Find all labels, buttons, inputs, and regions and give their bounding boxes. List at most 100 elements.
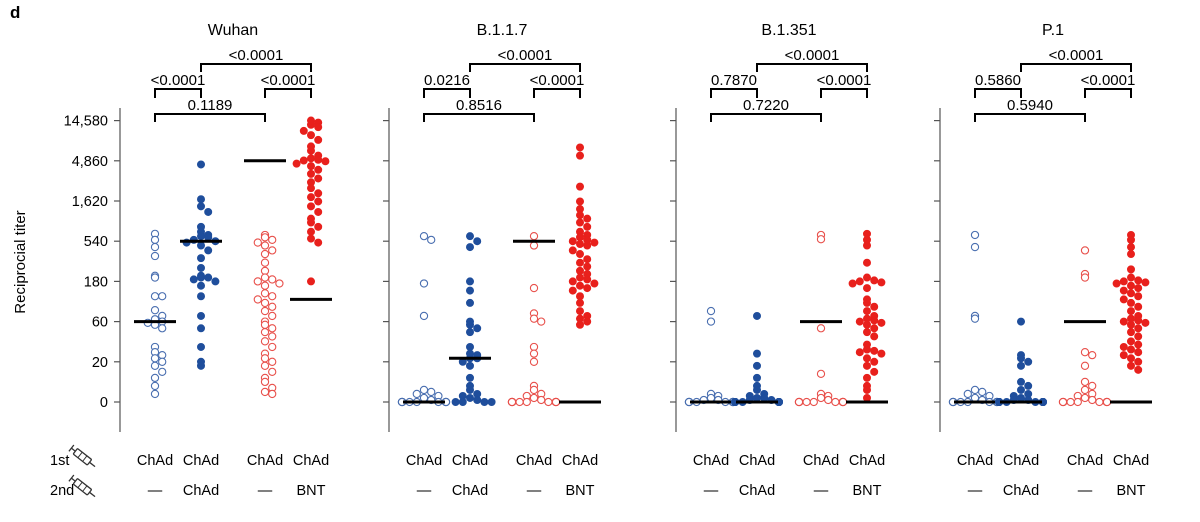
significance-bracket — [264, 88, 312, 98]
data-point — [877, 349, 886, 358]
data-point — [150, 373, 160, 383]
first-dose-label: ChAd — [739, 453, 775, 469]
data-point — [260, 298, 270, 308]
first-dose-label: ChAd — [1003, 453, 1039, 469]
data-point — [150, 389, 160, 399]
data-point — [576, 211, 585, 220]
data-point — [706, 317, 716, 326]
p-value-label: <0.0001 — [817, 72, 872, 89]
data-point — [158, 292, 167, 301]
first-dose-label: ChAd — [562, 453, 598, 469]
data-point — [863, 258, 872, 267]
data-point — [451, 397, 460, 406]
p-value-label: <0.0001 — [785, 47, 840, 64]
data-point — [253, 238, 262, 247]
data-point — [863, 320, 872, 329]
data-point — [253, 295, 262, 304]
data-point — [473, 324, 482, 333]
significance-bracket — [469, 63, 581, 72]
data-point — [1127, 250, 1136, 259]
y-tick-label: 540 — [84, 234, 108, 250]
data-point — [268, 332, 277, 341]
data-point — [196, 195, 205, 204]
data-point — [465, 298, 474, 307]
first-dose-label: ChAd — [957, 453, 993, 469]
data-point — [970, 230, 980, 240]
data-point — [1080, 348, 1090, 357]
data-point — [870, 332, 879, 341]
y-tick-label: 4,860 — [72, 154, 108, 170]
data-point — [1102, 397, 1112, 407]
data-point — [473, 395, 482, 404]
data-point — [855, 317, 864, 326]
data-point — [419, 279, 429, 288]
data-point — [1080, 273, 1090, 282]
data-point — [877, 278, 886, 287]
data-point — [465, 342, 474, 351]
data-point — [802, 397, 811, 407]
second-dose-label: ChAd — [183, 483, 219, 499]
p-value-label: 0.0216 — [424, 72, 470, 89]
data-point — [427, 387, 436, 397]
data-point — [816, 324, 826, 333]
y-tick-label: 14,580 — [64, 114, 108, 130]
first-dose-label: ChAd — [137, 453, 173, 469]
panel-letter: d — [10, 3, 20, 22]
data-point — [1127, 320, 1136, 329]
data-point — [260, 320, 270, 329]
data-point — [870, 302, 879, 311]
data-point — [1134, 340, 1143, 349]
data-point — [480, 397, 489, 406]
data-point — [529, 241, 539, 250]
data-point — [260, 266, 270, 276]
data-point — [863, 241, 872, 250]
data-point — [1134, 357, 1143, 366]
data-point — [314, 135, 323, 144]
data-point — [306, 277, 315, 286]
data-point — [150, 251, 160, 261]
data-point — [419, 385, 429, 395]
second-dose-label: ChAd — [739, 483, 775, 499]
data-point — [314, 165, 323, 174]
p-value-label: 0.5860 — [975, 72, 1021, 89]
data-point — [260, 241, 270, 250]
p-value-label: <0.0001 — [530, 72, 585, 89]
data-point — [306, 131, 315, 140]
data-point — [150, 306, 160, 315]
data-point — [809, 397, 818, 407]
data-point — [1112, 279, 1121, 288]
data-point — [196, 292, 205, 301]
data-point — [268, 235, 277, 245]
significance-bracket — [820, 88, 868, 98]
data-point — [753, 373, 762, 382]
second-dose-label: BNT — [566, 483, 595, 499]
data-point — [196, 273, 205, 282]
second-dose-label: — — [968, 483, 983, 499]
data-point — [978, 387, 987, 397]
data-point — [465, 361, 474, 370]
data-point — [816, 393, 826, 403]
data-point — [260, 337, 270, 346]
syringe-icon — [68, 474, 96, 498]
data-point — [824, 395, 833, 405]
first-dose-label: ChAd — [1067, 453, 1103, 469]
y-axis-label: Reciprocial titer — [12, 210, 29, 313]
data-point — [576, 218, 585, 227]
data-point — [314, 155, 323, 164]
data-point — [970, 314, 980, 323]
panel-b-1-1-7: B.1.1.7 <0.0001 0.0216 <0.0001 0.8516 ChAd ChA… — [383, 22, 601, 499]
data-point — [306, 120, 315, 129]
first-dose-label: ChAd — [452, 453, 488, 469]
data-point — [1066, 397, 1075, 407]
data-point — [870, 316, 879, 325]
data-point — [253, 277, 262, 286]
data-point — [576, 233, 585, 242]
data-point — [204, 207, 213, 216]
data-point — [150, 381, 160, 391]
data-point — [1119, 342, 1128, 351]
data-point — [306, 202, 315, 211]
data-point — [473, 237, 482, 246]
data-point — [529, 349, 539, 358]
data-point — [816, 369, 826, 379]
data-point — [855, 277, 864, 286]
